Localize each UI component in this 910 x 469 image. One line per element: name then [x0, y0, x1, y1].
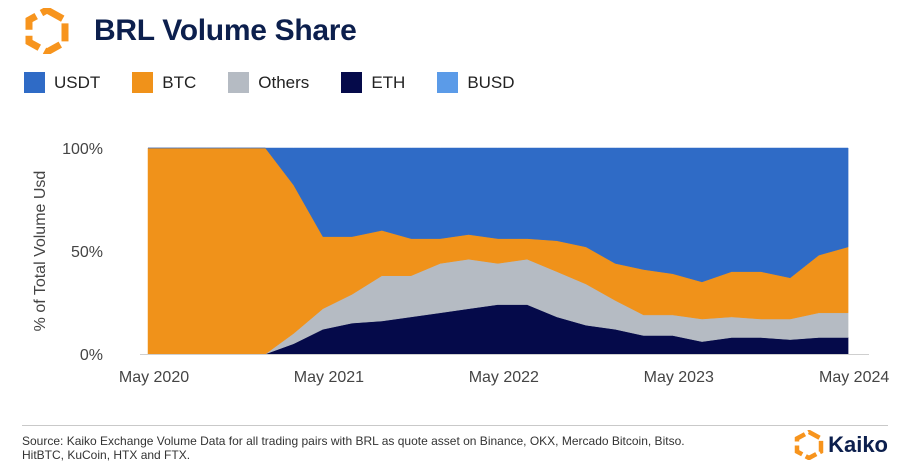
y-tick-label: 100% — [62, 141, 103, 158]
source-note: Source: Kaiko Exchange Volume Data for a… — [22, 434, 685, 462]
brand-footer: Kaiko — [794, 430, 888, 460]
y-tick-label: 0% — [80, 347, 103, 364]
legend-label: ETH — [371, 72, 406, 92]
kaiko-brand-icon — [794, 430, 824, 460]
legend-item-eth: ETH — [341, 72, 405, 93]
chart-title: BRL Volume Share — [94, 14, 357, 47]
legend-swatch — [437, 72, 459, 93]
area-usdt — [148, 147, 849, 283]
legend-label: USDT — [54, 72, 101, 92]
legend-item-others: Others — [228, 72, 309, 93]
kaiko-logo-icon — [25, 8, 69, 54]
y-tick-label: 50% — [71, 244, 103, 261]
divider — [22, 425, 888, 426]
x-tick-label: May 2020 — [119, 369, 189, 386]
legend-swatch — [132, 72, 154, 93]
brand-name: Kaiko — [828, 432, 888, 457]
legend-label: BTC — [162, 72, 197, 92]
x-tick-label: May 2024 — [819, 369, 889, 386]
chart-header: BRL Volume Share — [24, 6, 357, 56]
legend-item-btc: BTC — [132, 72, 196, 93]
x-tick-label: May 2022 — [469, 369, 539, 386]
legend-label: BUSD — [467, 72, 515, 92]
legend-swatch — [24, 72, 45, 93]
legend-swatch — [228, 72, 250, 93]
legend-swatch — [341, 72, 363, 93]
legend-item-usdt: USDT — [24, 72, 100, 93]
x-tick-label: May 2023 — [644, 369, 714, 386]
legend: USDT BTC Others ETH BUSD — [24, 72, 547, 93]
stacked-area-chart: 0% 50% 100% % of Total Volume Usd May 2020 Ma… — [32, 141, 889, 386]
legend-label: Others — [258, 72, 310, 92]
legend-item-busd: BUSD — [437, 72, 515, 93]
y-axis-label: % of Total Volume Usd — [32, 171, 49, 332]
x-tick-label: May 2021 — [294, 369, 364, 386]
